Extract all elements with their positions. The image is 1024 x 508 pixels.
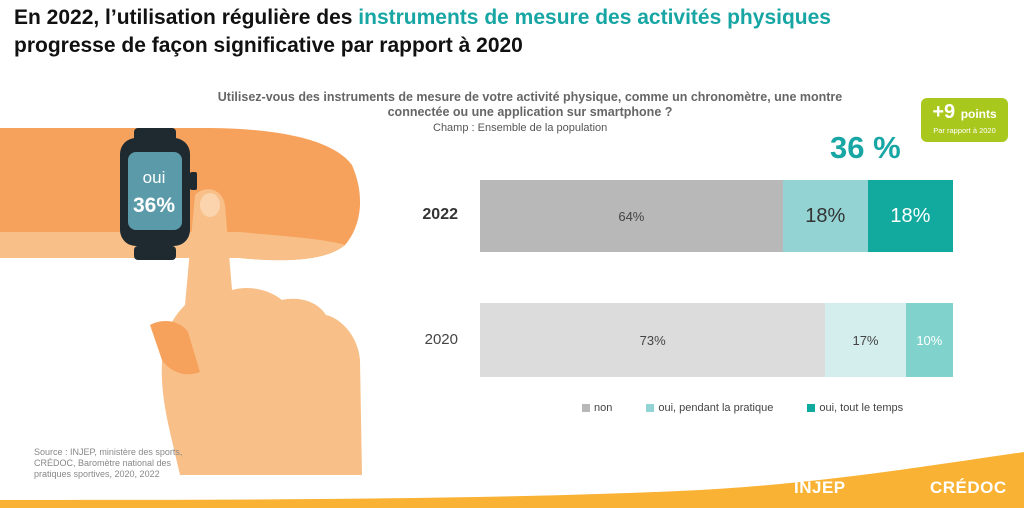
chart-champ: Champ : Ensemble de la population: [433, 122, 608, 134]
badge-unit: points: [960, 107, 997, 121]
legend-item-tout: oui, tout le temps: [807, 402, 903, 414]
bar-2020-non: 73%: [480, 303, 826, 377]
bar-label-2020-pendant: 17%: [852, 332, 879, 348]
badge-value: +9: [932, 101, 956, 123]
fingernail-shape: [200, 193, 220, 217]
watch-label: oui: [142, 168, 166, 187]
title-part1: En 2022, l’utilisation régulière des: [14, 6, 359, 29]
highlight-value: 36 %: [830, 130, 901, 165]
bar-2020-pendant: 17%: [825, 303, 906, 377]
legend-item-non: non: [582, 402, 612, 414]
chart-legend: non oui, pendant la pratique oui, tout l…: [582, 402, 903, 414]
watch-value: 36%: [132, 194, 176, 217]
year-label-2020: 2020: [424, 331, 458, 348]
watch-crown: [190, 172, 197, 190]
wrist-watch-illustration: [0, 128, 362, 475]
legend-item-pendant: oui, pendant la pratique: [646, 402, 773, 414]
bar-label-2020-non: 73%: [639, 332, 666, 348]
bar-2022-non: 64%: [480, 180, 783, 252]
bar-2022-tout: 18%: [867, 180, 953, 252]
bar-label-2022-tout: 18%: [890, 204, 931, 227]
credoc-logo: CRÉDOC: [930, 478, 1007, 497]
year-label-2022: 2022: [422, 206, 458, 223]
title-part2: progresse de façon significative par rap…: [14, 34, 523, 57]
bar-label-2022-pendant: 18%: [805, 204, 846, 227]
source-note: Source : INJEP, ministère des sports, CR…: [34, 447, 183, 479]
page-title: En 2022, l’utilisation régulière des ins…: [14, 4, 1004, 60]
legend-label-non: non: [594, 402, 613, 414]
hand-shape: [161, 189, 362, 475]
injep-logo: INJEP: [794, 478, 846, 497]
legend-label-pendant: oui, pendant la pratique: [658, 402, 774, 414]
legend-swatch-non: [582, 404, 590, 412]
bar-2022-pendant: 18%: [782, 180, 868, 252]
chart-question: Utilisez-vous des instruments de mesure …: [217, 90, 843, 119]
badge-sub: Par rapport à 2020: [933, 126, 996, 135]
watch-strap-bottom: [134, 246, 176, 260]
legend-swatch-tout: [807, 404, 816, 412]
title-highlight: instruments de mesure des activités phys…: [358, 6, 831, 29]
legend-swatch-pendant: [646, 404, 655, 412]
bar-2020-tout: 10%: [905, 303, 953, 377]
bar-label-2020-tout: 10%: [916, 332, 943, 348]
bar-label-2022-non: 64%: [618, 208, 645, 224]
legend-label-tout: oui, tout le temps: [819, 402, 904, 414]
watch-screen: [128, 152, 182, 230]
thumb-shape: [150, 320, 200, 375]
points-badge: +9 points Par rapport à 2020: [921, 98, 1008, 142]
